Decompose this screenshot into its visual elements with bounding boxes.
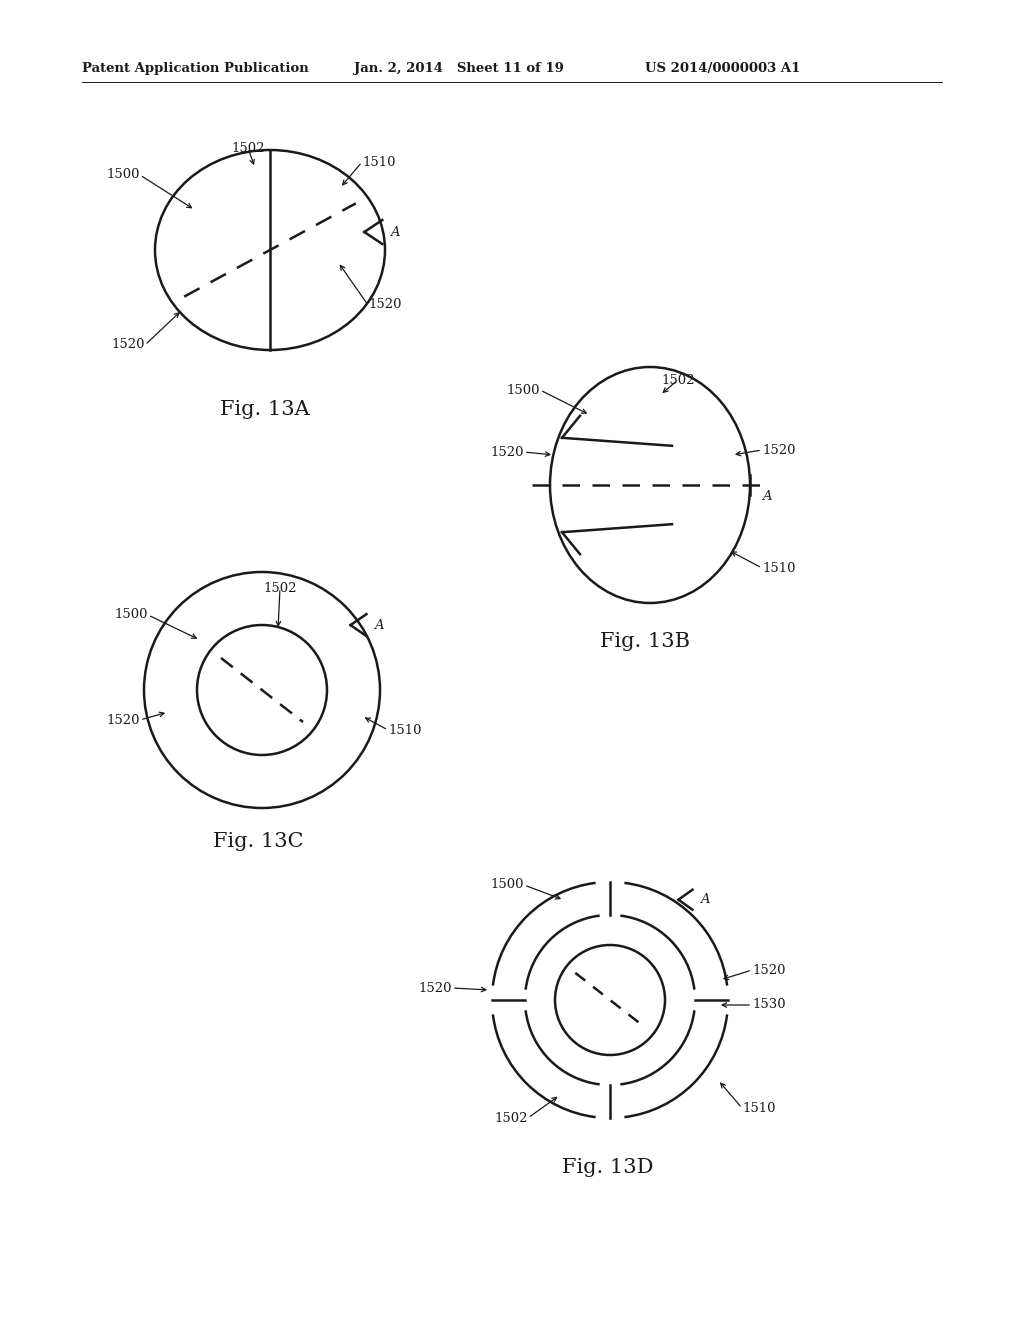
Text: 1510: 1510 <box>388 723 422 737</box>
Text: 1502: 1502 <box>263 582 297 594</box>
Text: Fig. 13A: Fig. 13A <box>220 400 310 418</box>
Text: 1520: 1520 <box>419 982 452 994</box>
Text: 1500: 1500 <box>507 384 540 396</box>
Text: 1510: 1510 <box>762 561 796 574</box>
Text: Patent Application Publication: Patent Application Publication <box>82 62 309 75</box>
Text: 1502: 1502 <box>495 1111 528 1125</box>
Text: A: A <box>390 226 400 239</box>
Text: Jan. 2, 2014   Sheet 11 of 19: Jan. 2, 2014 Sheet 11 of 19 <box>354 62 564 75</box>
Text: 1500: 1500 <box>115 609 148 622</box>
Text: 1530: 1530 <box>752 998 785 1011</box>
Text: A: A <box>700 894 710 907</box>
Text: 1520: 1520 <box>490 446 524 458</box>
Text: 1502: 1502 <box>662 374 694 387</box>
Text: Fig. 13D: Fig. 13D <box>562 1158 653 1177</box>
Text: 1520: 1520 <box>106 714 140 726</box>
Text: 1500: 1500 <box>106 169 140 181</box>
Text: Fig. 13C: Fig. 13C <box>213 832 303 851</box>
Text: 1510: 1510 <box>362 156 395 169</box>
Text: A: A <box>375 619 384 631</box>
Text: 1502: 1502 <box>231 141 265 154</box>
Text: 1520: 1520 <box>752 964 785 977</box>
Text: A: A <box>762 491 772 503</box>
Text: Fig. 13B: Fig. 13B <box>600 632 690 651</box>
Text: 1500: 1500 <box>490 879 524 891</box>
Text: 1520: 1520 <box>368 298 401 312</box>
Text: 1510: 1510 <box>742 1101 775 1114</box>
Text: US 2014/0000003 A1: US 2014/0000003 A1 <box>645 62 801 75</box>
Text: 1520: 1520 <box>112 338 145 351</box>
Text: 1520: 1520 <box>762 444 796 457</box>
